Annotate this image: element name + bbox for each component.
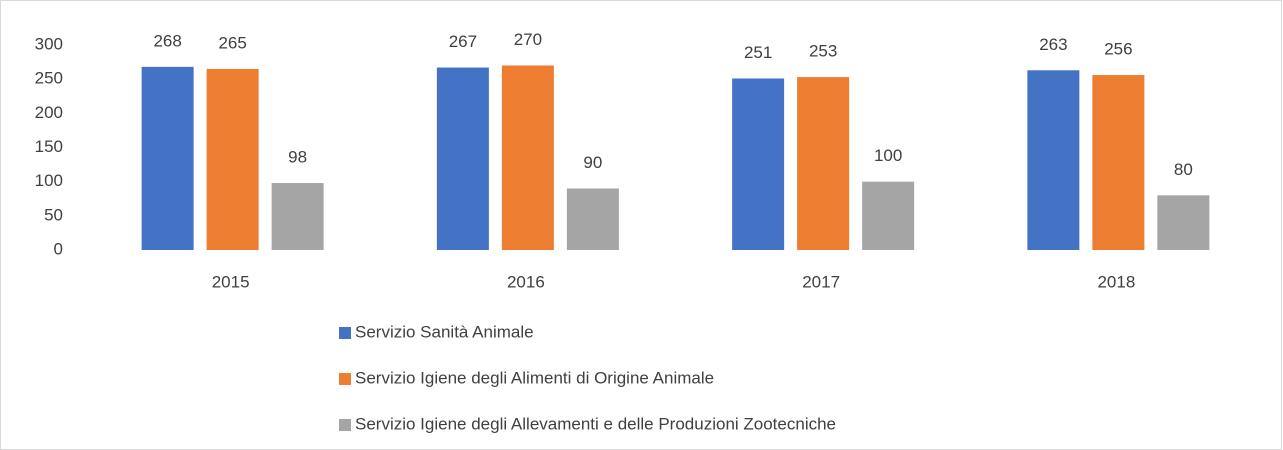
legend-swatch xyxy=(339,373,351,385)
legend-label: Servizio Sanità Animale xyxy=(355,322,534,341)
x-tick-label: 2017 xyxy=(802,272,840,291)
data-label: 253 xyxy=(809,42,837,61)
y-tick-label: 200 xyxy=(35,103,63,122)
bar xyxy=(732,78,785,250)
y-tick-label: 50 xyxy=(44,205,63,224)
bar xyxy=(1092,75,1145,250)
bar xyxy=(206,68,259,251)
x-tick-label: 2016 xyxy=(507,272,545,291)
x-tick-label: 2018 xyxy=(1097,272,1135,291)
data-label: 263 xyxy=(1039,35,1067,54)
legend-label: Servizio Igiene degli Allevamenti e dell… xyxy=(355,414,836,433)
y-tick-label: 150 xyxy=(35,137,63,156)
data-label: 98 xyxy=(288,148,307,167)
bar xyxy=(271,183,324,250)
data-label: 100 xyxy=(874,146,902,165)
bar xyxy=(141,66,194,250)
bar xyxy=(1157,195,1210,250)
legend-label: Servizio Igiene degli Alimenti di Origin… xyxy=(355,368,714,387)
bar xyxy=(501,65,554,250)
data-label: 256 xyxy=(1104,40,1132,59)
data-label: 268 xyxy=(153,31,181,50)
legend-swatch xyxy=(339,327,351,339)
x-tick-label: 2015 xyxy=(212,272,250,291)
data-label: 251 xyxy=(744,43,772,62)
data-label: 270 xyxy=(514,30,542,49)
data-label: 265 xyxy=(218,33,246,52)
bar xyxy=(797,77,850,250)
bar xyxy=(862,181,915,250)
data-label: 267 xyxy=(449,32,477,51)
data-label: 90 xyxy=(583,153,602,172)
y-tick-label: 100 xyxy=(35,171,63,190)
y-tick-label: 0 xyxy=(54,239,63,258)
bar xyxy=(436,67,489,250)
y-tick-label: 250 xyxy=(35,69,63,88)
legend-swatch xyxy=(339,419,351,431)
bar xyxy=(1027,70,1080,251)
bar xyxy=(566,188,619,250)
y-tick-label: 300 xyxy=(35,34,63,53)
data-label: 80 xyxy=(1174,160,1193,179)
